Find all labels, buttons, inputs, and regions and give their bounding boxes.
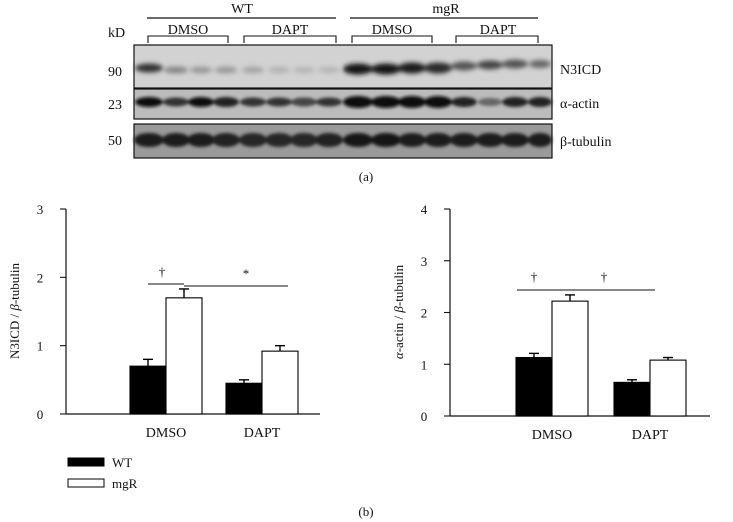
significance-symbol: † [531, 269, 538, 284]
band-label-alpha-actin: α-actin [560, 97, 599, 112]
y-tick-label: 4 [421, 202, 428, 217]
blot-strip-n3icd [133, 44, 553, 89]
y-tick-label: 0 [37, 407, 44, 422]
bracket-wt-dmso [147, 35, 229, 43]
bracket-mgr-dapt [455, 35, 539, 43]
bar-wt-dapt [613, 381, 651, 417]
kd-23: 23 [108, 98, 122, 113]
y-axis-label: α-actin / β-tubulin [391, 264, 406, 359]
legend: WT mgR [67, 455, 138, 491]
bracket-mgr-dmso [351, 35, 433, 43]
y-axis-label: N3ICD / β-tubulin [7, 262, 22, 359]
panel-b-label: (b) [358, 504, 373, 519]
cond-wt-dapt: DAPT [272, 23, 309, 38]
legend-label-mgr: mgR [112, 476, 138, 491]
y-tick-label: 3 [37, 202, 44, 217]
cond-mgr-dapt: DAPT [480, 23, 517, 38]
bar-mgr-dapt [261, 350, 299, 415]
kd-90: 90 [108, 65, 122, 80]
x-category-label: DMSO [146, 426, 186, 441]
bar-mgr-dmso [165, 297, 203, 415]
kd-label: kD [108, 26, 125, 41]
group-mgr-label: mgR [432, 2, 460, 17]
y-tick-label: 0 [421, 409, 428, 424]
band-label-beta-tubulin: β-tubulin [560, 135, 611, 150]
cond-wt-dmso: DMSO [168, 23, 208, 38]
legend-label-wt: WT [112, 455, 132, 470]
bar-wt-dmso [129, 365, 167, 415]
y-tick-label: 2 [37, 270, 44, 285]
band-label-n3icd: N3ICD [560, 63, 601, 78]
x-category-label: DMSO [532, 428, 572, 443]
group-wt-label: WT [231, 2, 253, 17]
bar-wt-dapt [225, 382, 263, 415]
bar-wt-dmso [515, 356, 553, 417]
bar-chart-alpha-actin: 0 1 2 3 4 α-actin / β-tubulin DMSO DAPT † † [391, 202, 710, 443]
y-tick-label: 3 [421, 254, 428, 269]
bracket-wt-dapt [243, 35, 337, 43]
bar-mgr-dapt [649, 359, 687, 417]
bar-chart-n3icd: 0 1 2 3 N3ICD / β-tubulin DMSO DAPT † * [7, 202, 320, 441]
panel-a-label: (a) [359, 169, 373, 184]
significance-symbol: † [159, 264, 166, 279]
western-blot-panel: kD WT mgR DMSO DAPT DMSO DAPT 90 23 50 [108, 2, 611, 184]
legend-swatch-mgr [67, 478, 105, 488]
y-tick-label: 2 [421, 306, 428, 321]
blot-strip-alpha-actin [133, 88, 553, 120]
legend-swatch-wt [67, 457, 105, 467]
x-category-label: DAPT [244, 426, 281, 441]
significance-symbol: * [243, 266, 250, 281]
x-category-label: DAPT [632, 428, 669, 443]
y-tick-label: 1 [421, 357, 428, 372]
bar-mgr-dmso [551, 300, 589, 417]
cond-mgr-dmso: DMSO [372, 23, 412, 38]
blot-strip-beta-tubulin [133, 123, 553, 159]
significance-symbol: † [601, 269, 608, 284]
kd-50: 50 [108, 134, 122, 149]
y-tick-label: 1 [37, 339, 44, 354]
